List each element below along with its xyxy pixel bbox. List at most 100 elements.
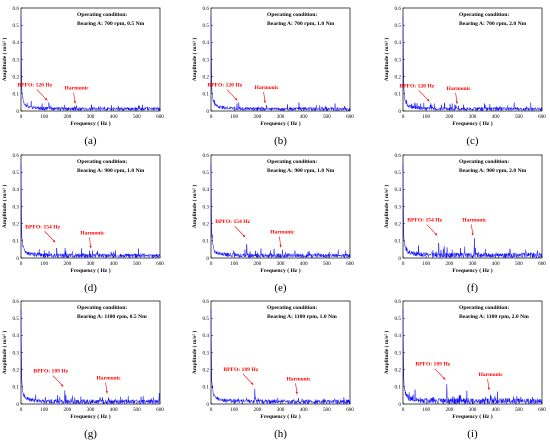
x-tick-label: 0 xyxy=(210,114,213,120)
y-tick-label: 0.2 xyxy=(203,367,210,373)
annotation-label: BPFO: 189 Hz xyxy=(33,369,68,375)
y-tick-label: 0.4 xyxy=(203,187,210,193)
plot-frame xyxy=(20,300,161,405)
x-tick-label: 0 xyxy=(402,407,405,413)
y-tick-label: 0.6 xyxy=(13,153,20,159)
x-tick-label: 500 xyxy=(515,261,523,267)
panel-label: (h) xyxy=(274,428,287,440)
y-tick-label: 0.4 xyxy=(13,40,20,46)
y-tick-label: 0.4 xyxy=(395,333,402,339)
annotation-label: BPFO: 154 Hz xyxy=(407,217,442,223)
x-tick-label: 100 xyxy=(40,261,48,267)
y-axis-label: Amplitude ( m/s² ) xyxy=(383,331,390,375)
x-tick-label: 500 xyxy=(133,407,141,413)
annotation-label: BPFO: 154 Hz xyxy=(25,224,60,230)
chart-panel-8: 0 100 200 300 400 500 600 0 0.1 0.2 0.3 0.4 0.5 0.6 Fr… xyxy=(191,299,354,440)
x-axis-label: Frequency ( Hz ) xyxy=(70,413,110,420)
panel-label: (f) xyxy=(467,282,478,294)
y-tick-label: 0.5 xyxy=(13,316,20,322)
x-tick-label: 0 xyxy=(20,261,23,267)
x-tick-label: 0 xyxy=(402,261,405,267)
y-tick-label: 0 xyxy=(16,402,19,408)
condition-detail: Bearing A: 700 rpm, 0.5 Nm xyxy=(77,21,145,27)
y-tick-label: 0.2 xyxy=(395,221,402,227)
y-tick-label: 0.5 xyxy=(13,170,20,176)
y-tick-label: 0.3 xyxy=(13,57,20,63)
y-tick-label: 0 xyxy=(206,402,209,408)
x-tick-label: 400 xyxy=(492,114,500,120)
y-tick-label: 0.5 xyxy=(395,23,402,29)
annotation-arrow xyxy=(434,368,446,380)
y-tick-label: 0.3 xyxy=(395,57,402,63)
plot-frame xyxy=(402,154,543,259)
x-tick-label: 100 xyxy=(230,261,238,267)
y-tick-label: 0.4 xyxy=(13,187,20,193)
y-tick-label: 0.1 xyxy=(395,92,402,98)
x-tick-label: 600 xyxy=(538,261,546,267)
condition-detail: Bearing A: 700 rpm, 1.0 Nm xyxy=(267,21,335,27)
condition-title: Operating condition: xyxy=(459,12,509,18)
condition-title: Operating condition: xyxy=(459,159,509,165)
y-tick-label: 0.5 xyxy=(395,170,402,176)
x-tick-label: 200 xyxy=(253,407,261,413)
x-tick-label: 300 xyxy=(469,261,477,267)
x-tick-label: 600 xyxy=(346,407,354,413)
x-tick-label: 600 xyxy=(156,261,164,267)
panel-label: (a) xyxy=(84,135,97,147)
plot-frame xyxy=(402,300,543,405)
y-tick-label: 0.1 xyxy=(13,239,20,245)
y-tick-label: 0 xyxy=(16,256,19,262)
annotation-arrowhead xyxy=(295,391,298,395)
chart-panel-5: 0 100 200 300 400 500 600 0 0.1 0.2 0.3 0.4 0.5 0.6 Fr… xyxy=(191,153,354,294)
annotation-arrow xyxy=(44,231,56,243)
annotation-arrowhead xyxy=(52,239,56,243)
x-tick-label: 100 xyxy=(230,114,238,120)
y-tick-label: 0.3 xyxy=(203,350,210,356)
annotation-arrowhead xyxy=(44,97,48,101)
y-axis-label: Amplitude ( m/s² ) xyxy=(1,38,8,82)
chart-panel-1: 0 100 200 300 400 500 600 0 0.1 0.2 0.3 0.4 0.5 0.6 Fr… xyxy=(1,6,164,147)
x-tick-label: 200 xyxy=(253,114,261,120)
y-tick-label: 0.5 xyxy=(395,316,402,322)
spectrum-line xyxy=(20,309,161,405)
x-tick-label: 300 xyxy=(277,114,285,120)
panel-label: (i) xyxy=(467,428,478,440)
y-tick-label: 0.3 xyxy=(13,350,20,356)
y-tick-label: 0.1 xyxy=(13,92,20,98)
panel-label: (e) xyxy=(274,282,287,294)
x-tick-label: 400 xyxy=(492,261,500,267)
x-tick-label: 100 xyxy=(40,407,48,413)
x-tick-label: 300 xyxy=(277,407,285,413)
y-tick-label: 0.2 xyxy=(395,367,402,373)
annotation-arrowhead xyxy=(426,98,430,102)
y-tick-label: 0 xyxy=(398,109,401,115)
x-tick-label: 500 xyxy=(133,114,141,120)
y-tick-label: 0 xyxy=(206,256,209,262)
x-tick-label: 100 xyxy=(422,407,430,413)
x-tick-label: 100 xyxy=(422,114,430,120)
x-axis-label: Frequency ( Hz ) xyxy=(452,120,492,127)
condition-title: Operating condition: xyxy=(267,159,317,165)
plot-frame xyxy=(210,154,351,259)
condition-detail: Bearing A: 1100 rpm, 2.0 Nm xyxy=(459,314,529,320)
y-tick-label: 0.6 xyxy=(395,6,402,12)
annotation-label: Harmonic xyxy=(446,86,471,92)
y-axis-label: Amplitude ( m/s² ) xyxy=(383,185,390,229)
x-axis-label: Frequency ( Hz ) xyxy=(70,120,110,127)
annotation-arrowhead xyxy=(471,232,474,236)
annotation-arrowhead xyxy=(250,382,254,385)
y-axis-label: Amplitude ( m/s² ) xyxy=(191,331,198,375)
x-tick-label: 100 xyxy=(230,407,238,413)
annotation-arrow xyxy=(426,224,438,236)
x-tick-label: 500 xyxy=(515,407,523,413)
chart-panel-3: 0 100 200 300 400 500 600 0 0.1 0.2 0.3 0.4 0.5 0.6 Fr… xyxy=(383,6,546,147)
x-tick-label: 100 xyxy=(40,114,48,120)
y-tick-label: 0.4 xyxy=(13,333,20,339)
annotation-label: BPFO: 120 Hz xyxy=(399,83,434,89)
y-tick-label: 0.6 xyxy=(203,299,210,305)
x-tick-label: 600 xyxy=(346,114,354,120)
y-tick-label: 0.2 xyxy=(13,367,20,373)
y-tick-label: 0.3 xyxy=(203,204,210,210)
condition-detail: Bearing A: 1100 rpm, 0.5 Nm xyxy=(77,314,147,320)
y-tick-label: 0.5 xyxy=(203,316,210,322)
